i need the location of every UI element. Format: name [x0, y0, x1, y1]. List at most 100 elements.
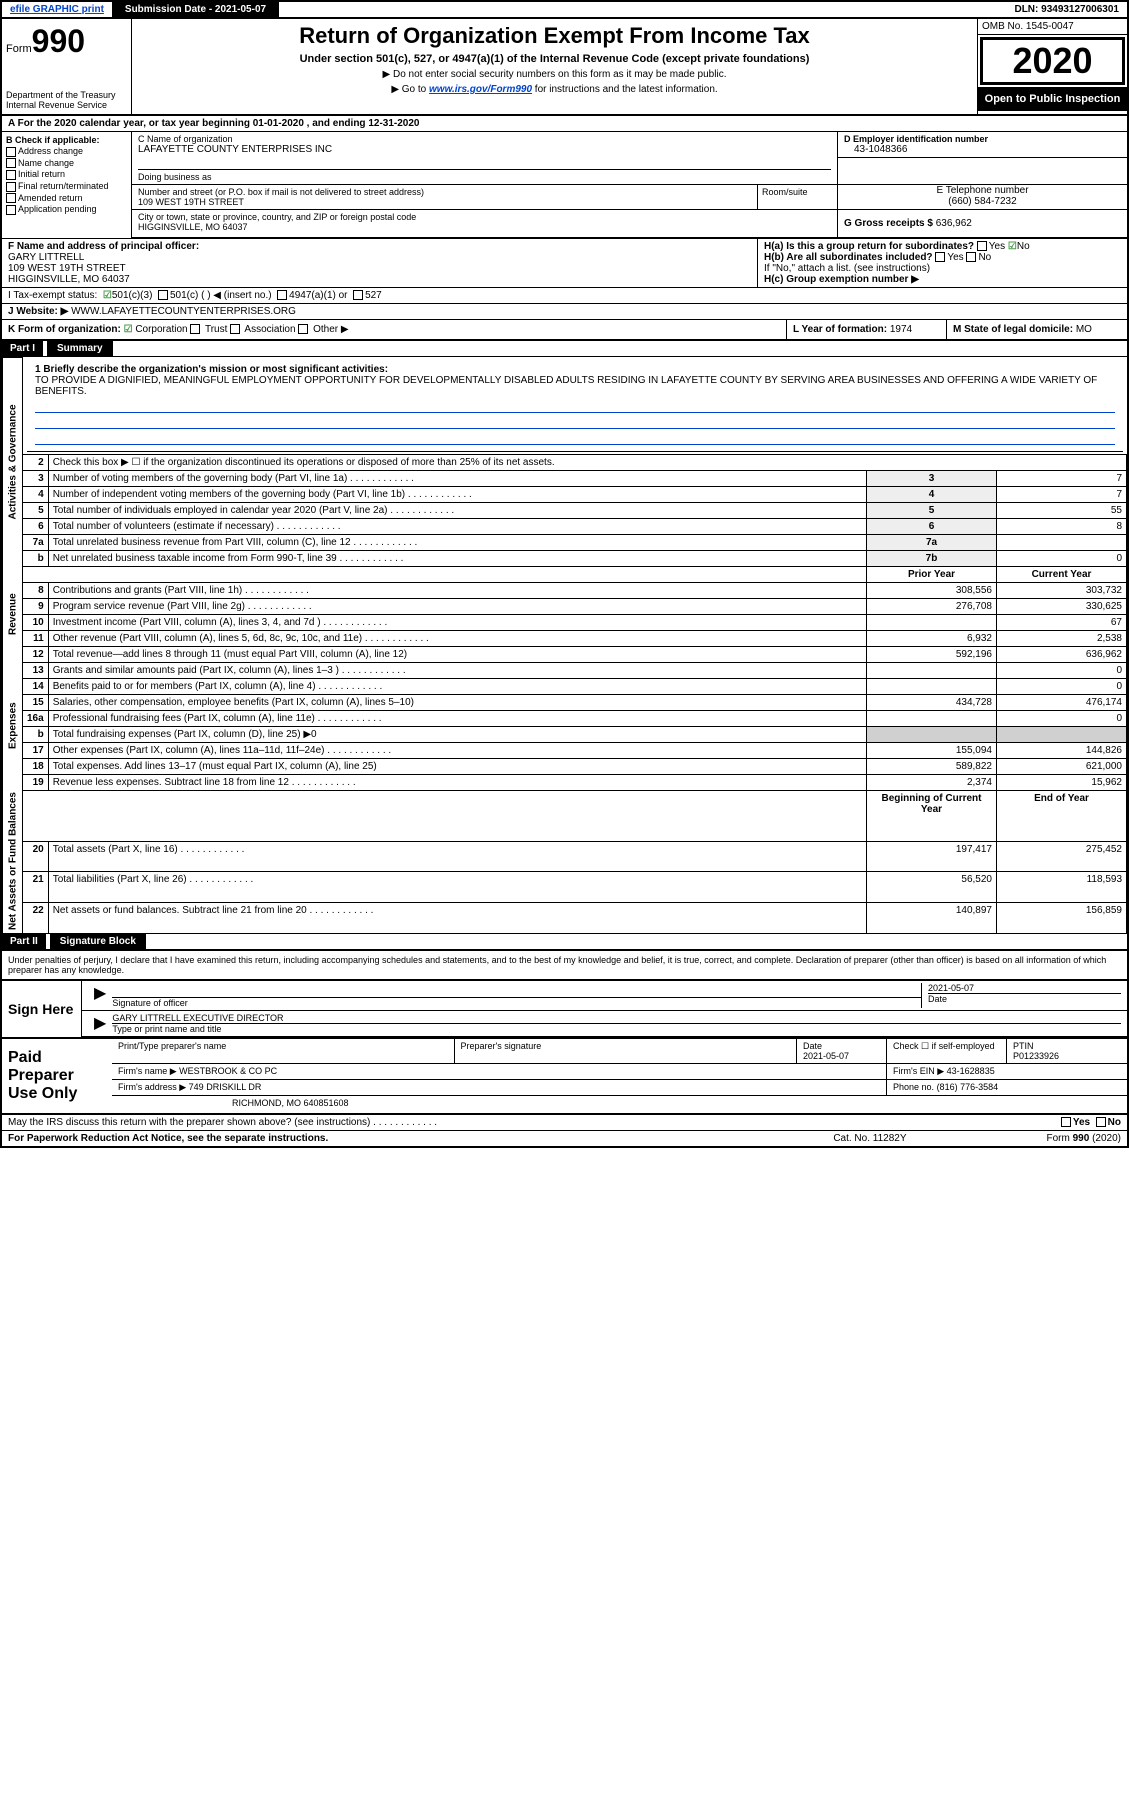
dba-label: Doing business as: [138, 172, 831, 182]
footer-right: Form 990 (2020): [1047, 1133, 1121, 1144]
form-container: Form990 Department of the Treasury Inter…: [0, 19, 1129, 1148]
header-right: OMB No. 1545-0047 2020 Open to Public In…: [977, 19, 1127, 114]
officer-signature-field[interactable]: Signature of officer: [112, 983, 921, 1008]
line-18: 18Total expenses. Add lines 13–17 (must …: [3, 758, 1127, 774]
line-16a: 16aProfessional fundraising fees (Part I…: [3, 710, 1127, 726]
summary-table: Activities & Governance 1 Briefly descri…: [2, 357, 1127, 934]
part1-title: Summary: [47, 341, 113, 356]
part2-header: Part IISignature Block: [2, 934, 1127, 950]
arrow-icon: ▶: [88, 983, 112, 1008]
col-deg: D Employer identification number 43-1048…: [837, 132, 1127, 184]
prep-ptin: PTINP01233926: [1007, 1039, 1127, 1063]
arrow-line-2: ▶ Go to www.irs.gov/Form990 for instruct…: [136, 84, 973, 95]
chk-trust[interactable]: [190, 324, 200, 334]
line-5: 5Total number of individuals employed in…: [3, 502, 1127, 518]
firm-name: Firm's name ▶ WESTBROOK & CO PC: [112, 1064, 887, 1079]
ha-no-chk[interactable]: ☑: [1008, 241, 1017, 252]
phone-label: E Telephone number: [838, 185, 1127, 196]
b-label: B Check if applicable:: [6, 135, 127, 145]
phone-value: (660) 584-7232: [838, 196, 1127, 207]
footer-left: For Paperwork Reduction Act Notice, see …: [8, 1133, 328, 1144]
line-6: 6Total number of volunteers (estimate if…: [3, 518, 1127, 534]
discuss-yes-chk[interactable]: [1061, 1117, 1071, 1127]
mission-block: 1 Briefly describe the organization's mi…: [27, 360, 1123, 452]
ein-label: D Employer identification number: [844, 134, 1121, 144]
line-3: 3Number of voting members of the governi…: [3, 470, 1127, 486]
sign-here-section: Sign Here ▶ Signature of officer 2021-05…: [2, 979, 1127, 1037]
chk-address-change[interactable]: Address change: [6, 146, 127, 157]
ha-label: H(a) Is this a group return for subordin…: [764, 241, 974, 252]
hb-no-chk[interactable]: [966, 252, 976, 262]
arrow-icon: ▶: [88, 1013, 112, 1034]
addr-value: 109 WEST 19TH STREET: [138, 197, 751, 207]
e-phone-block: E Telephone number (660) 584-7232: [837, 185, 1127, 209]
subtitle: Under section 501(c), 527, or 4947(a)(1)…: [136, 53, 973, 65]
k-form-org: K Form of organization: ☑ Corporation Tr…: [2, 320, 787, 339]
sidebar-expenses: Expenses: [3, 662, 23, 790]
mission-text: TO PROVIDE A DIGNIFIED, MEANINGFUL EMPLO…: [35, 375, 1097, 397]
klm-row: K Form of organization: ☑ Corporation Tr…: [2, 320, 1127, 341]
hb-label: H(b) Are all subordinates included?: [764, 252, 933, 263]
omb-number: OMB No. 1545-0047: [978, 19, 1127, 35]
chk-association[interactable]: [230, 324, 240, 334]
arrow-line-1: ▶ Do not enter social security numbers o…: [136, 69, 973, 80]
paid-preparer-section: Paid Preparer Use Only Print/Type prepar…: [2, 1037, 1127, 1115]
chk-501c[interactable]: [158, 290, 168, 300]
firm-phone: Phone no. (816) 776-3584: [887, 1080, 1127, 1095]
hb-note: If "No," attach a list. (see instruction…: [764, 263, 1121, 274]
chk-501c3[interactable]: ☑: [103, 290, 112, 301]
f-officer: F Name and address of principal officer:…: [2, 239, 757, 287]
prep-sig[interactable]: Preparer's signature: [455, 1039, 798, 1063]
part2-title: Signature Block: [50, 934, 146, 949]
hb-yes-chk[interactable]: [935, 252, 945, 262]
chk-corporation[interactable]: ☑: [124, 324, 133, 335]
line-12: 12Total revenue—add lines 8 through 11 (…: [3, 646, 1127, 662]
line-4: 4Number of independent voting members of…: [3, 486, 1127, 502]
mission-label: 1 Briefly describe the organization's mi…: [35, 364, 388, 375]
line-17: 17Other expenses (Part IX, column (A), l…: [3, 742, 1127, 758]
sidebar-governance: Activities & Governance: [3, 358, 23, 567]
irs-link[interactable]: www.irs.gov/Form990: [429, 84, 532, 95]
chk-other[interactable]: [298, 324, 308, 334]
line-10: 10Investment income (Part VIII, column (…: [3, 614, 1127, 630]
chk-527[interactable]: [353, 290, 363, 300]
tax-year: 2020: [980, 37, 1125, 85]
chk-initial-return[interactable]: Initial return: [6, 169, 127, 180]
line-8: 8Contributions and grants (Part VIII, li…: [3, 582, 1127, 598]
ha-yes-chk[interactable]: [977, 241, 987, 251]
efile-link[interactable]: efile GRAPHIC print: [2, 2, 113, 17]
m-state: M State of legal domicile: MO: [947, 320, 1127, 339]
chk-amended-return[interactable]: Amended return: [6, 193, 127, 204]
submission-date-btn[interactable]: Submission Date - 2021-05-07: [113, 2, 279, 17]
form-number: 990: [32, 23, 85, 59]
footer-mid: Cat. No. 11282Y: [833, 1133, 906, 1144]
line-7b: bNet unrelated business taxable income f…: [3, 550, 1127, 566]
officer-name-field: GARY LITTRELL EXECUTIVE DIRECTOR Type or…: [112, 1013, 1121, 1034]
org-name-label: C Name of organization: [138, 134, 831, 144]
discuss-no-chk[interactable]: [1096, 1117, 1106, 1127]
firm-addr2: RICHMOND, MO 640851608: [112, 1096, 1127, 1110]
chk-application-pending[interactable]: Application pending: [6, 204, 127, 215]
line-7a: 7aTotal unrelated business revenue from …: [3, 534, 1127, 550]
chk-name-change[interactable]: Name change: [6, 158, 127, 169]
chk-4947[interactable]: [277, 290, 287, 300]
line-14: 14Benefits paid to or for members (Part …: [3, 678, 1127, 694]
prep-self-emp[interactable]: Check ☐ if self-employed: [887, 1039, 1007, 1063]
header-left: Form990 Department of the Treasury Inter…: [2, 19, 132, 114]
d-ein-block: D Employer identification number 43-1048…: [838, 132, 1127, 158]
addr-street-block: Number and street (or P.O. box if mail i…: [132, 185, 757, 209]
line-2: 2Check this box ▶ ☐ if the organization …: [3, 454, 1127, 470]
chk-final-return[interactable]: Final return/terminated: [6, 181, 127, 192]
form-header: Form990 Department of the Treasury Inter…: [2, 19, 1127, 116]
line-9: 9Program service revenue (Part VIII, lin…: [3, 598, 1127, 614]
main-title: Return of Organization Exempt From Incom…: [136, 23, 973, 49]
firm-addr: Firm's address ▶ 749 DRISKILL DR: [112, 1080, 887, 1095]
top-bar: efile GRAPHIC print Submission Date - 20…: [0, 0, 1129, 19]
ein-value: 43-1048366: [844, 144, 1121, 155]
hc-label: H(c) Group exemption number ▶: [764, 274, 919, 285]
room-suite: Room/suite: [757, 185, 837, 209]
website-value: WWW.LAFAYETTECOUNTYENTERPRISES.ORG: [71, 306, 296, 317]
form-id: Form990: [6, 23, 127, 60]
footer: For Paperwork Reduction Act Notice, see …: [2, 1131, 1127, 1146]
line-11: 11Other revenue (Part VIII, column (A), …: [3, 630, 1127, 646]
